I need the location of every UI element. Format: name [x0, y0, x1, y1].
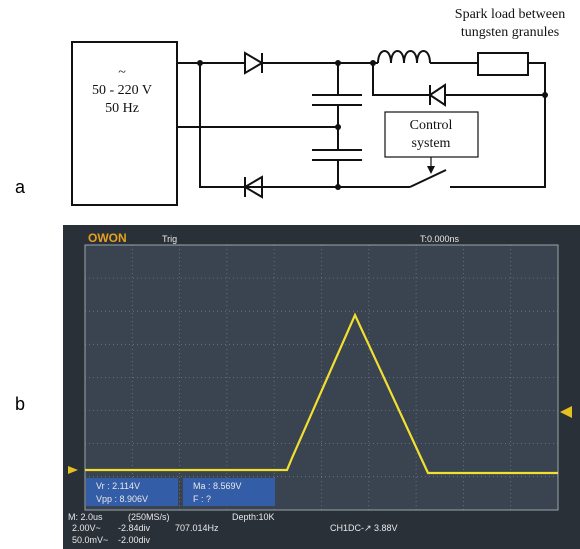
scope-brand: OWON [88, 231, 127, 245]
status-text: -2.84div [118, 523, 151, 533]
control-label: Control [410, 118, 453, 133]
source-symbol: ~ [118, 65, 126, 80]
panel-label: a [15, 177, 26, 197]
status-text: 707.014Hz [175, 523, 219, 533]
wires [177, 63, 545, 187]
measure-text: Vr : 2.114V [96, 481, 140, 491]
figure: ~ 50 - 220 V 50 Hz Control system Spark … [0, 0, 580, 549]
diode [430, 85, 445, 105]
source-frequency: 50 Hz [105, 101, 139, 116]
control-label: system [412, 136, 451, 151]
measure-text: Vpp : 8.906V [96, 494, 148, 504]
switch [410, 170, 446, 187]
status-text: 50.0mV~ [72, 535, 108, 545]
status-text: Depth:10K [232, 512, 275, 522]
oscilloscope: OWON Trig T:0.000ns Vr : 2.114V Vpp : 8.… [63, 225, 580, 549]
resistor [478, 53, 528, 75]
panel-label: b [15, 394, 25, 414]
status-text: CH1DC-↗ 3.88V [330, 523, 398, 533]
status-text: -2.00div [118, 535, 151, 545]
measure-text: F : ? [193, 494, 211, 504]
status-text: 2.00V~ [72, 523, 101, 533]
scope-trig: Trig [162, 234, 177, 244]
measure-text: Ma : 8.569V [193, 481, 242, 491]
status-text: (250MS/s) [128, 512, 170, 522]
circuit: ~ 50 - 220 V 50 Hz Control system Spark … [72, 7, 565, 205]
load-label: tungsten granules [461, 25, 559, 40]
scope-time: T:0.000ns [420, 234, 460, 244]
diode [245, 53, 262, 73]
load-label: Spark load between [455, 7, 565, 22]
source-voltage: 50 - 220 V [92, 83, 152, 98]
status-text: M: 2.0us [68, 512, 103, 522]
inductor [378, 51, 430, 63]
